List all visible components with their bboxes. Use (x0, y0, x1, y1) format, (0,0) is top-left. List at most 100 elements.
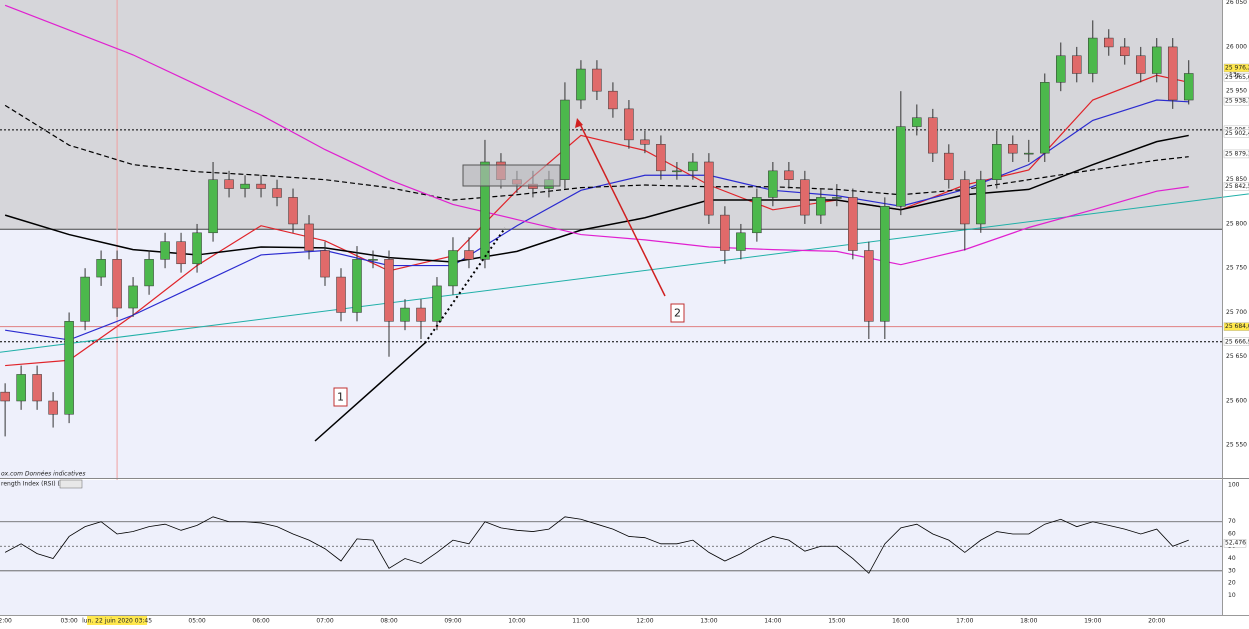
x-tick-label: 07:00 (316, 618, 333, 625)
moving-average (5, 99, 1189, 341)
candle-body (16, 374, 26, 402)
candle-body (880, 205, 890, 322)
source-note: ox.com Données indicatives (1, 471, 85, 478)
candle-body (720, 214, 730, 251)
y-tick-label: 26 000 (1226, 43, 1247, 50)
x-tick-label: 20:00 (1148, 618, 1165, 625)
moving-average (4, 134, 1189, 263)
candle-body (48, 400, 58, 415)
y-tick-label: 25 600 (1226, 397, 1247, 404)
candle-body (144, 259, 154, 287)
price-label-bg (1223, 96, 1249, 106)
candle-body (992, 144, 1002, 180)
candle-body (704, 161, 714, 216)
candle-body (1056, 55, 1066, 83)
candle-body (832, 197, 842, 199)
indicator-icons[interactable] (59, 479, 83, 489)
value-label-bg (1223, 539, 1247, 548)
y-tick-label: 25 650 (1226, 353, 1247, 360)
candle-body (432, 285, 442, 322)
dotted-trend (424, 227, 506, 344)
candle-body (592, 68, 602, 92)
y-tick-label: 26 050 (1226, 0, 1247, 6)
candle-body (1135, 55, 1146, 74)
candle-body (384, 259, 394, 322)
price-label: 25 965,6 (1225, 74, 1249, 81)
candle-body (256, 183, 266, 189)
candle-body (560, 99, 570, 180)
x-tick-label: 06:00 (252, 618, 269, 625)
plot (0, 4, 1249, 574)
x-tick-label: 11:00 (572, 618, 589, 625)
price-label-bg (1223, 63, 1249, 73)
candle-body (224, 179, 234, 189)
crosshair-label: lun. 22 juin 2020 03:45 (82, 618, 152, 625)
candle-body (416, 307, 426, 322)
candle-body (912, 117, 922, 127)
price-label-bg (1223, 149, 1249, 159)
candle-body (96, 259, 106, 278)
price-label: 25 976,2 (1225, 64, 1249, 71)
candle-body (1183, 73, 1194, 101)
y-tick-label: 100 (1228, 481, 1240, 488)
x-tick-label: 16:00 (892, 618, 909, 625)
price-label: 25 938,7 (1225, 98, 1249, 105)
candle-body (608, 90, 618, 110)
candle-body (64, 321, 74, 415)
candle-body (784, 170, 794, 180)
arrow-1 (314, 342, 426, 442)
y-tick-label: 70 (1228, 518, 1236, 525)
candle-body (240, 183, 250, 189)
x-tick-label: 14:00 (764, 618, 781, 625)
annotation: 2 (674, 307, 681, 320)
candle-body (960, 179, 970, 225)
candle-body (1040, 82, 1050, 154)
x-tick-label: 05:00 (188, 618, 205, 625)
candle-body (576, 68, 586, 101)
candle-body (336, 276, 346, 313)
lower-zone (0, 229, 1222, 478)
value-label: 52,476 (1225, 540, 1246, 547)
price-label: 25 666,9 (1225, 338, 1249, 345)
x-tick-label: 15:00 (828, 618, 845, 625)
candle-body (112, 259, 122, 309)
candle-body (1167, 46, 1178, 101)
x-tick-label: 10:00 (508, 618, 525, 625)
candle-body (896, 126, 906, 207)
candle-body (448, 250, 458, 287)
candle-body (1104, 37, 1114, 48)
candle-body (352, 259, 362, 313)
candle-body (400, 307, 410, 322)
candle-body (768, 170, 778, 198)
candle-body (752, 197, 762, 234)
crosshair-label-bg (87, 616, 148, 625)
y-tick-label: 25 800 (1226, 220, 1247, 227)
range-box (462, 164, 561, 187)
candle-body (928, 117, 938, 154)
candle-body (688, 161, 698, 172)
y-tick-label: 20 (1228, 580, 1236, 587)
y-tick-label: 25 850 (1226, 176, 1247, 183)
price-label: 25 684,0 (1225, 323, 1249, 330)
moving-average (4, 4, 1189, 266)
candle-body (1088, 37, 1098, 74)
price-label: 25 842,5 (1225, 183, 1249, 190)
x-tick-label: 12:00 (636, 618, 653, 625)
price-label: 25 879,1 (1225, 150, 1249, 157)
price-label-bg (1223, 322, 1249, 331)
x-tick-label: 08:00 (380, 618, 397, 625)
y-tick-label: 60 (1228, 531, 1236, 538)
candle-body (208, 179, 218, 234)
moving-average (4, 104, 1189, 201)
y-tick-label: 25 550 (1226, 442, 1247, 449)
candle-body (160, 241, 170, 260)
candle-body (848, 197, 858, 251)
candle-body (320, 250, 330, 278)
price-label: 25 902,4 (1225, 130, 1249, 137)
candle-body (976, 179, 986, 225)
candle-body (80, 276, 90, 322)
candle-body (192, 232, 202, 265)
x-tick-label: 18:00 (1020, 618, 1037, 625)
candle-body (672, 170, 682, 173)
